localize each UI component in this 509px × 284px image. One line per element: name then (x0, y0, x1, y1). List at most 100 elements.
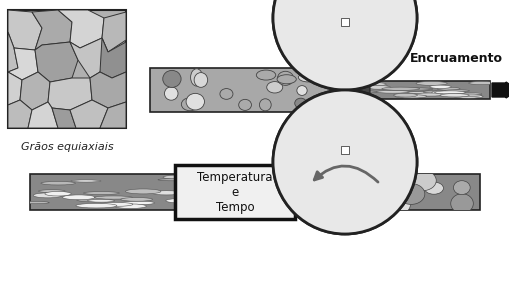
Ellipse shape (468, 82, 494, 85)
Ellipse shape (182, 194, 217, 197)
Circle shape (272, 90, 416, 234)
Ellipse shape (335, 192, 361, 210)
Ellipse shape (115, 204, 146, 208)
Ellipse shape (41, 181, 75, 185)
Ellipse shape (422, 90, 454, 93)
Ellipse shape (444, 90, 468, 92)
Polygon shape (8, 10, 42, 50)
Ellipse shape (396, 88, 432, 90)
Bar (294, 174, 479, 210)
Ellipse shape (359, 84, 387, 88)
Polygon shape (32, 10, 72, 50)
Text: Temperatura
e
Tempo: Temperatura e Tempo (197, 170, 272, 214)
Ellipse shape (164, 87, 178, 100)
Ellipse shape (456, 94, 481, 97)
Ellipse shape (298, 73, 317, 82)
Ellipse shape (184, 187, 209, 191)
Ellipse shape (326, 184, 353, 205)
Ellipse shape (459, 93, 481, 95)
Circle shape (272, 0, 416, 90)
Ellipse shape (186, 93, 204, 110)
Ellipse shape (343, 95, 373, 98)
Circle shape (272, 90, 416, 234)
Ellipse shape (179, 200, 210, 203)
Ellipse shape (330, 194, 352, 216)
Ellipse shape (375, 193, 395, 205)
Bar (30, 174, 294, 210)
Text: Encruamento: Encruamento (409, 51, 502, 64)
Ellipse shape (408, 170, 435, 191)
Ellipse shape (381, 87, 419, 90)
Ellipse shape (394, 192, 410, 213)
Polygon shape (100, 38, 126, 78)
Ellipse shape (121, 198, 152, 201)
Bar (175, 165, 294, 219)
Polygon shape (58, 10, 104, 48)
Polygon shape (70, 38, 108, 78)
Ellipse shape (394, 95, 426, 98)
Polygon shape (329, 68, 369, 112)
Ellipse shape (181, 200, 205, 204)
Ellipse shape (219, 199, 255, 202)
Ellipse shape (333, 86, 343, 103)
Ellipse shape (238, 99, 251, 110)
Bar (340, 81, 489, 99)
Ellipse shape (453, 181, 469, 195)
Ellipse shape (76, 203, 117, 208)
Polygon shape (8, 72, 22, 105)
Ellipse shape (181, 199, 205, 202)
Ellipse shape (447, 93, 470, 95)
Ellipse shape (454, 93, 475, 96)
Ellipse shape (177, 191, 215, 194)
Ellipse shape (21, 201, 49, 204)
Ellipse shape (415, 82, 446, 85)
Ellipse shape (190, 69, 202, 86)
Ellipse shape (312, 192, 332, 212)
Ellipse shape (366, 85, 390, 89)
Bar (8, 10, 126, 128)
Ellipse shape (356, 82, 385, 86)
Ellipse shape (412, 93, 444, 96)
Polygon shape (70, 100, 108, 128)
Ellipse shape (208, 203, 234, 205)
Ellipse shape (195, 187, 236, 191)
Ellipse shape (276, 75, 296, 84)
Polygon shape (100, 102, 126, 128)
Ellipse shape (158, 179, 191, 181)
Ellipse shape (194, 73, 207, 87)
Polygon shape (8, 100, 32, 128)
Bar (150, 68, 349, 112)
Ellipse shape (45, 191, 71, 196)
Ellipse shape (331, 89, 363, 92)
Polygon shape (8, 48, 38, 80)
Ellipse shape (337, 87, 352, 103)
Polygon shape (48, 78, 92, 110)
Ellipse shape (333, 86, 361, 90)
Ellipse shape (245, 193, 271, 197)
Ellipse shape (305, 99, 319, 108)
Ellipse shape (318, 183, 341, 204)
Bar (341, 18, 348, 26)
Polygon shape (20, 72, 50, 110)
Ellipse shape (344, 195, 365, 209)
Ellipse shape (439, 94, 468, 97)
Ellipse shape (296, 85, 306, 95)
Ellipse shape (275, 195, 302, 199)
Ellipse shape (342, 91, 377, 93)
Ellipse shape (423, 182, 443, 194)
Ellipse shape (94, 196, 132, 199)
Ellipse shape (332, 70, 345, 79)
Polygon shape (28, 102, 58, 128)
Ellipse shape (298, 185, 317, 201)
Ellipse shape (358, 197, 383, 212)
Ellipse shape (219, 89, 233, 99)
Ellipse shape (125, 189, 161, 194)
Ellipse shape (392, 181, 409, 197)
Ellipse shape (182, 180, 223, 183)
Polygon shape (52, 108, 76, 128)
Ellipse shape (393, 93, 417, 97)
Ellipse shape (87, 199, 115, 202)
Ellipse shape (163, 175, 205, 179)
Ellipse shape (38, 190, 65, 193)
Ellipse shape (256, 70, 275, 80)
